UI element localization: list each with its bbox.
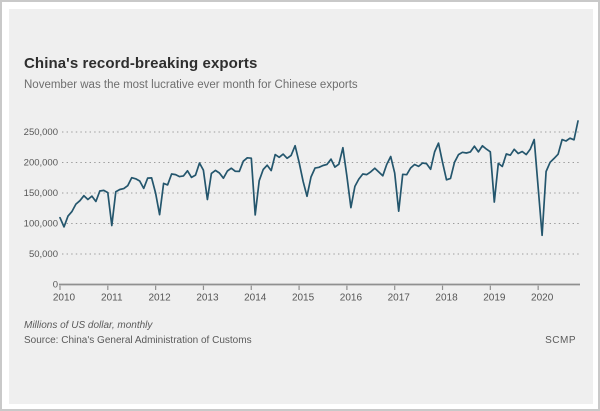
y-axis-tick-label: 200,000 (24, 158, 58, 169)
x-axis-tick-label: 2015 (292, 293, 315, 304)
x-axis-tick-label: 2010 (53, 293, 76, 304)
x-axis-tick-label: 2014 (244, 293, 267, 304)
chart-subtitle: November was the most lucrative ever mon… (24, 79, 358, 91)
x-axis-tick-label: 2011 (101, 293, 123, 304)
y-axis-tick-label: 50,000 (29, 249, 58, 260)
chart-unit-footnote: Millions of US dollar, monthly (24, 320, 153, 331)
x-axis-tick-label: 2013 (196, 293, 219, 304)
publisher-credit: SCMP (545, 335, 576, 346)
x-axis-tick-label: 2019 (483, 293, 506, 304)
y-axis-tick-label: 150,000 (24, 188, 58, 199)
y-axis-tick-label: 100,000 (24, 219, 58, 230)
chart-panel-background (9, 9, 593, 404)
x-axis-tick-label: 2012 (149, 293, 172, 304)
y-axis-tick-label: 0 (53, 280, 58, 291)
x-axis-tick-label: 2018 (435, 293, 458, 304)
chart-title: China's record-breaking exports (24, 55, 258, 72)
exports-line-series (59, 120, 579, 237)
chart-source: Source: China's General Administration o… (24, 335, 252, 346)
y-axis-tick-label: 250,000 (24, 127, 58, 138)
x-axis-tick-label: 2016 (340, 293, 363, 304)
x-axis-tick-label: 2017 (388, 293, 411, 304)
x-axis-tick-label: 2020 (531, 293, 554, 304)
